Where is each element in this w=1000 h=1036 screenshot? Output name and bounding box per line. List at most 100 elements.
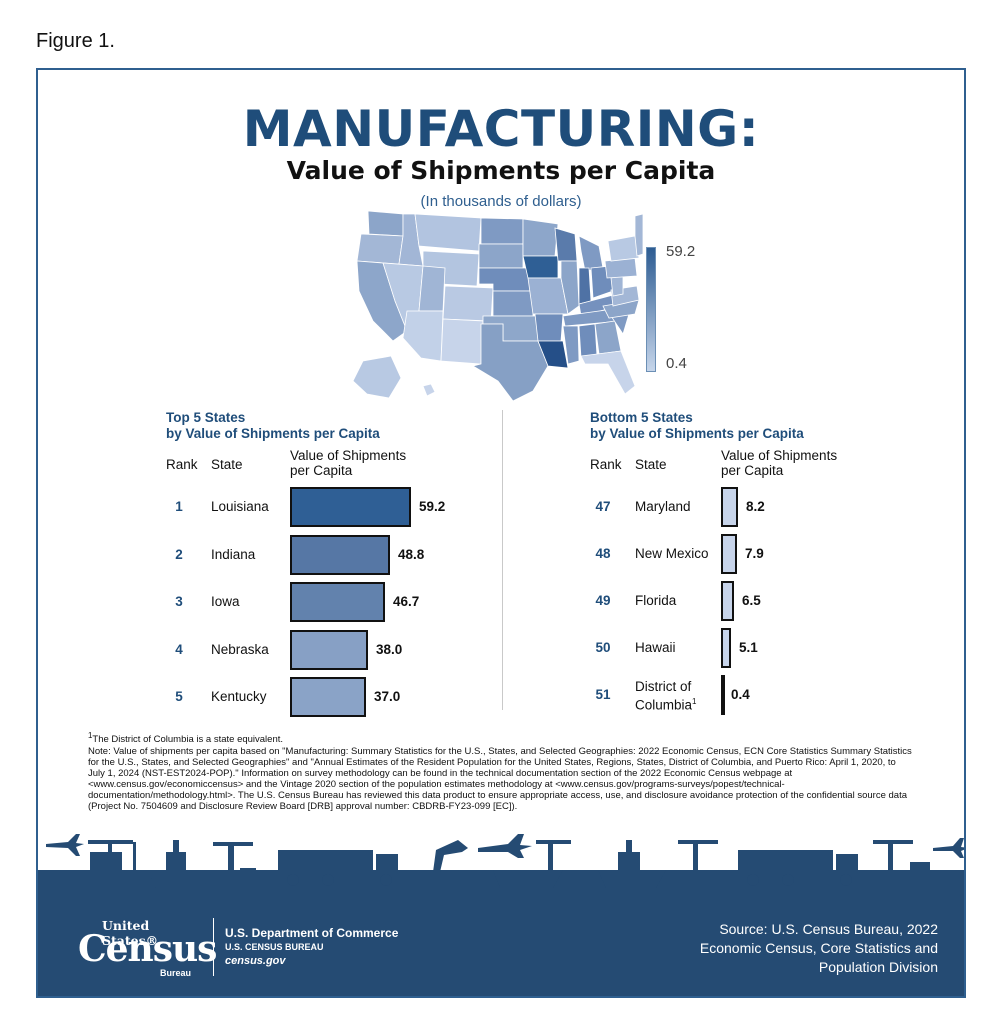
top5-bar	[290, 629, 368, 670]
bottom5-row: 49 Florida 6.5	[590, 581, 910, 621]
crane-icon	[693, 842, 698, 874]
map-state-ar	[534, 313, 564, 342]
bottom5-state-name: Maryland	[635, 499, 691, 514]
bottom5-title-line1: Bottom 5 States	[590, 410, 693, 425]
top5-rank: 1	[175, 499, 183, 514]
bottom5-bar	[721, 628, 731, 668]
top5-value-header: Value of Shipments per Capita	[290, 448, 406, 478]
bottom5-title: Bottom 5 States by Value of Shipments pe…	[590, 410, 910, 442]
top5-state-name: Louisiana	[211, 499, 269, 514]
source-line3: Population Division	[818, 959, 938, 975]
truck-icon	[278, 850, 373, 874]
map-state-wa	[367, 210, 404, 237]
map-state-ks	[492, 290, 534, 317]
source-citation: Source: U.S. Census Bureau, 2022 Economi…	[638, 920, 938, 977]
airplane-icon	[46, 834, 84, 856]
infographic-frame: MANUFACTURING: Value of Shipments per Ca…	[36, 68, 966, 998]
ship-icon	[493, 870, 563, 888]
bottom5-value-label: 7.9	[745, 546, 764, 561]
top5-rank: 4	[175, 641, 183, 657]
us-choropleth-map	[352, 210, 643, 402]
top5-row: 5 Kentucky 37.0	[166, 677, 486, 717]
top5-title-line2: by Value of Shipments per Capita	[166, 426, 380, 441]
top5-state-name: Iowa	[211, 594, 240, 609]
bottom5-rank: 50	[595, 640, 611, 655]
bottom5-bar	[721, 534, 737, 574]
map-state-ia	[522, 255, 559, 279]
chart-title: MANUFACTURING:	[242, 100, 760, 158]
top5-bar	[290, 487, 411, 527]
top5-value-header-line1: Value of Shipments	[290, 448, 407, 463]
bureau-name: U.S. CENSUS BUREAU	[225, 942, 324, 952]
map-state-or	[356, 233, 404, 265]
logo-separator	[213, 918, 214, 976]
source-line2: Economic Census, Core Statistics and	[699, 940, 938, 956]
top5-state-header: State	[211, 457, 243, 472]
bottom5-bar	[721, 487, 738, 527]
bottom5-value-label: 5.1	[739, 640, 758, 655]
top5-bar	[290, 677, 366, 717]
top5-row: 2 Indiana 48.8	[166, 534, 486, 575]
top5-value-label: 59.2	[419, 499, 446, 514]
footnote-text: The District of Columbia is a state equi…	[92, 734, 284, 746]
bottom5-value-header-line1: Value of Shipments	[721, 448, 838, 463]
crane-icon	[888, 842, 893, 874]
map-state-mn	[522, 218, 559, 257]
units-label: (In thousands of dollars)	[420, 193, 582, 210]
bottom5-value-header-line2: per Capita	[721, 463, 784, 478]
top5-rank-header: Rank	[166, 457, 198, 472]
crane-icon	[228, 845, 234, 875]
legend-min-label: 0.4	[666, 355, 687, 372]
figure-label: Figure 1.	[36, 30, 115, 52]
map-state-hi	[422, 383, 436, 397]
map-state-wi	[554, 227, 578, 262]
footer-band: United States® Census Bureau U.S. Depart…	[38, 898, 964, 996]
color-scale-bar	[646, 247, 656, 372]
bottom5-value-label: 6.5	[742, 593, 761, 608]
chart-subtitle: Value of Shipments per Capita	[286, 156, 716, 185]
top5-value-label: 38.0	[376, 641, 403, 657]
map-state-tx	[471, 323, 549, 402]
bottom5-state-name: District of Columbia1	[635, 679, 697, 713]
top5-title-line1: Top 5 States	[166, 410, 246, 425]
top5-state-name: Indiana	[211, 546, 256, 562]
bottom5-title-line2: by Value of Shipments per Capita	[590, 426, 804, 441]
map-state-fl	[580, 350, 636, 395]
map-state-ga	[594, 320, 622, 355]
legend-max-label: 59.2	[666, 243, 696, 260]
top5-panel: Top 5 States by Value of Shipments per C…	[166, 410, 486, 740]
map-state-mt	[414, 213, 482, 252]
map-state-az	[402, 310, 444, 362]
bottom5-panel: Bottom 5 States by Value of Shipments pe…	[590, 410, 910, 740]
truck-icon	[738, 850, 833, 874]
top5-bar	[290, 534, 390, 575]
airplane-icon	[933, 838, 964, 858]
bottom5-row: 51 District of Columbia1 0.4	[590, 675, 910, 715]
top5-title: Top 5 States by Value of Shipments per C…	[166, 410, 486, 442]
building-icon	[90, 852, 122, 870]
map-state-nm	[440, 318, 484, 365]
bottom5-rank: 49	[595, 593, 611, 608]
top5-bar	[290, 582, 385, 622]
logo-census: Census	[78, 928, 217, 970]
map-state-ut	[418, 265, 446, 312]
footnote-marker: 1	[88, 731, 93, 740]
bottom5-state-header: State	[635, 457, 667, 472]
top5-rank: 5	[175, 689, 183, 704]
map-state-new-england	[634, 213, 643, 257]
map-state-sd	[478, 243, 524, 269]
top5-state-name: Kentucky	[211, 689, 267, 704]
bottom5-state-name: Hawaii	[635, 640, 676, 655]
ship-icon	[148, 870, 213, 888]
bottom5-row: 50 Hawaii 5.1	[590, 628, 910, 668]
logo-bureau: Bureau	[160, 968, 192, 978]
bottom5-bar	[721, 675, 725, 715]
industrial-skyline-illustration	[38, 834, 964, 900]
top5-value-label: 48.8	[398, 546, 425, 562]
robot-arm-icon	[423, 840, 468, 872]
bottom5-value-header: Value of Shipments per Capita	[721, 448, 837, 478]
bottom5-row: 47 Maryland 8.2	[590, 487, 910, 527]
census-gov-link[interactable]: census.gov	[225, 955, 286, 967]
crane-icon	[548, 842, 553, 874]
map-state-in	[578, 267, 592, 305]
